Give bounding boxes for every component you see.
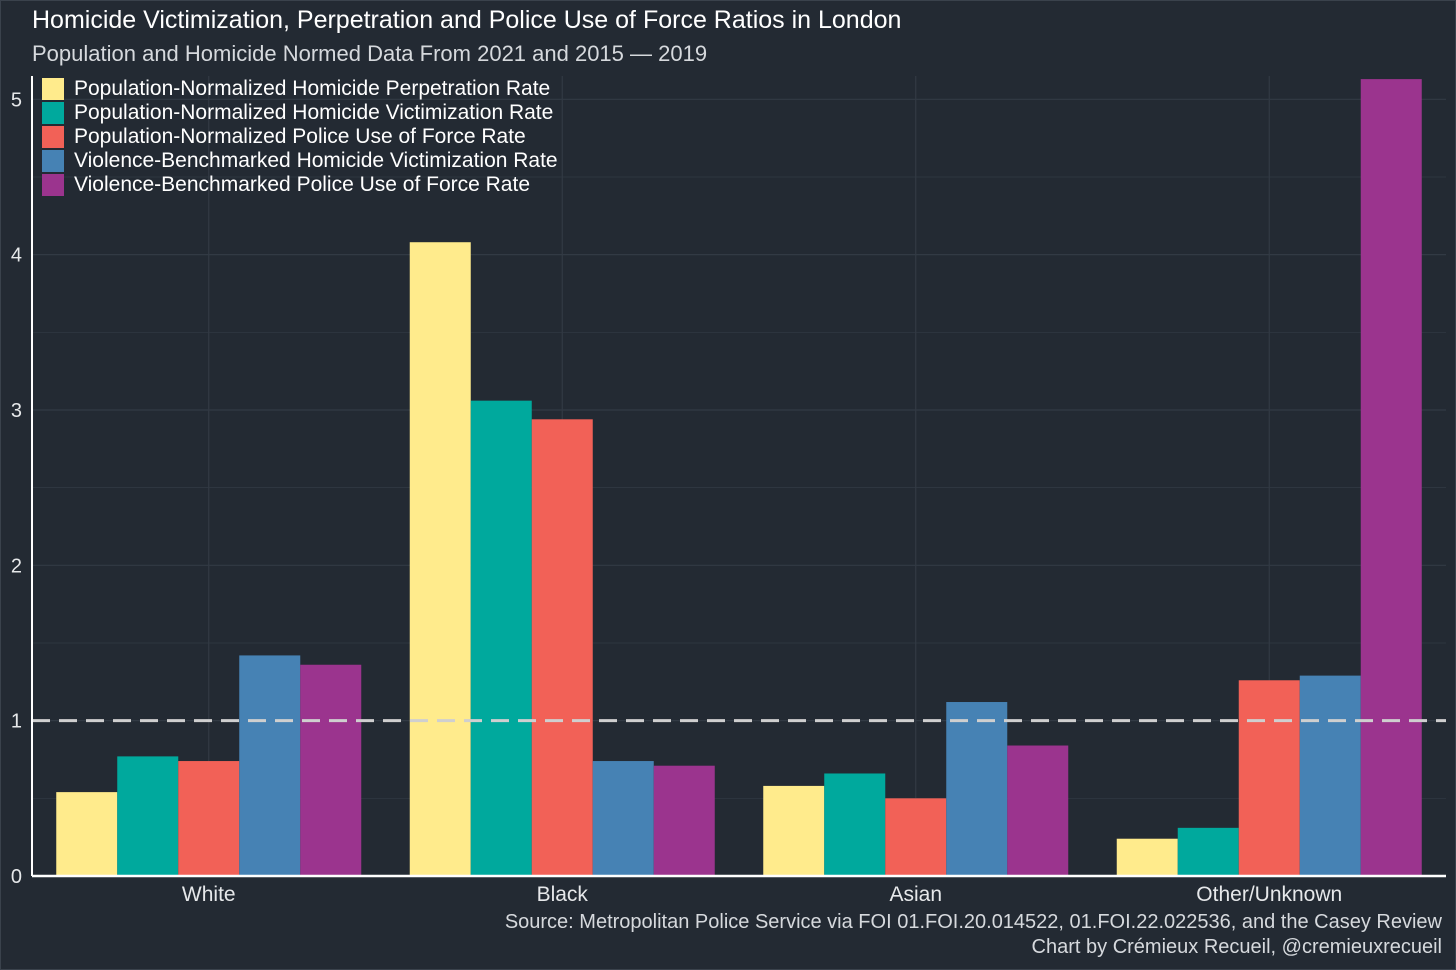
legend-label: Violence-Benchmarked Police Use of Force… <box>74 173 531 196</box>
y-tick-label: 3 <box>11 400 22 422</box>
source-caption: Source: Metropolitan Police Service via … <box>504 911 1442 933</box>
bar <box>531 419 593 876</box>
legend-label: Population-Normalized Homicide Victimiza… <box>74 101 554 124</box>
x-tick-label: Black <box>537 883 589 906</box>
legend-swatch <box>42 150 64 172</box>
bar <box>117 756 179 876</box>
bar <box>56 792 118 876</box>
y-tick-label: 0 <box>11 866 22 888</box>
x-tick-label: White <box>182 883 236 906</box>
x-tick-label: Asian <box>889 883 942 906</box>
bar <box>1177 827 1239 876</box>
bar <box>239 655 301 876</box>
bar <box>1007 745 1069 876</box>
bar <box>470 400 532 876</box>
legend-swatch <box>42 78 64 100</box>
axes <box>31 76 1446 878</box>
grid-lines <box>32 76 1446 876</box>
y-tick-label: 5 <box>11 89 22 111</box>
legend-label: Population-Normalized Police Use of Forc… <box>74 125 526 148</box>
bar <box>1299 675 1361 876</box>
bar <box>653 765 715 876</box>
y-tick-label: 4 <box>11 245 22 267</box>
y-tick-label: 1 <box>11 711 22 733</box>
bar <box>1238 680 1300 876</box>
bar <box>1360 79 1422 876</box>
bars <box>56 79 1422 876</box>
legend-label: Population-Normalized Homicide Perpetrat… <box>74 77 551 100</box>
bar <box>763 785 825 876</box>
x-tick-labels: White Black Asian Other/Unknown <box>182 883 1342 906</box>
credit-caption: Chart by Crémieux Recueil, @cremieuxrecu… <box>1031 936 1442 958</box>
legend-swatch <box>42 102 64 124</box>
bar <box>885 798 947 876</box>
legend-item: Violence-Benchmarked Police Use of Force… <box>42 173 558 197</box>
chart-subtitle: Population and Homicide Normed Data From… <box>32 41 708 66</box>
legend-item: Violence-Benchmarked Homicide Victimizat… <box>42 149 558 173</box>
bar <box>592 761 654 876</box>
y-tick-labels: 0 1 2 3 4 5 <box>11 89 22 888</box>
bar <box>946 702 1008 876</box>
y-tick-label: 2 <box>11 555 22 577</box>
chart-title: Homicide Victimization, Perpetration and… <box>32 6 902 34</box>
legend-swatch <box>42 126 64 148</box>
legend-swatch <box>42 174 64 196</box>
legend-item: Population-Normalized Police Use of Forc… <box>42 125 558 149</box>
legend-item: Population-Normalized Homicide Perpetrat… <box>42 77 558 101</box>
x-tick-label: Other/Unknown <box>1196 883 1342 906</box>
legend-item: Population-Normalized Homicide Victimiza… <box>42 101 558 125</box>
bar <box>178 761 240 876</box>
bar <box>1116 838 1178 876</box>
bar <box>824 773 886 876</box>
legend: Population-Normalized Homicide Perpetrat… <box>42 77 558 197</box>
bar <box>409 242 471 876</box>
legend-label: Violence-Benchmarked Homicide Victimizat… <box>74 149 558 172</box>
bar <box>300 664 362 876</box>
